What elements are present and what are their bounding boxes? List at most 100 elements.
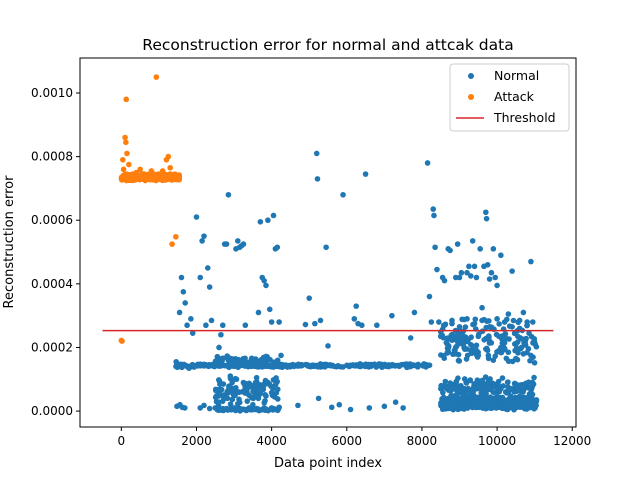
- data-point: [492, 274, 499, 281]
- data-point: [461, 346, 468, 352]
- data-point: [159, 168, 166, 174]
- data-point: [516, 325, 523, 332]
- data-point: [509, 268, 515, 274]
- data-point: [501, 339, 508, 346]
- data-point: [306, 295, 313, 301]
- data-point: [120, 156, 126, 163]
- data-point: [246, 392, 252, 398]
- data-point: [261, 405, 267, 411]
- data-point: [513, 381, 519, 387]
- data-point: [473, 380, 480, 386]
- data-point: [473, 404, 480, 411]
- data-point: [231, 405, 237, 411]
- data-point: [161, 176, 167, 183]
- data-point: [490, 382, 497, 389]
- data-point: [229, 396, 236, 403]
- data-point: [531, 339, 538, 346]
- data-point: [232, 375, 239, 382]
- data-point: [463, 356, 470, 362]
- data-point: [309, 363, 316, 369]
- data-point: [124, 150, 130, 157]
- data-point: [374, 322, 380, 329]
- y-axis-label: Reconstruction error: [2, 175, 17, 309]
- data-point: [486, 324, 493, 330]
- data-point: [411, 309, 418, 316]
- data-point: [469, 343, 475, 349]
- data-point: [325, 343, 331, 349]
- data-point: [440, 389, 446, 396]
- data-point: [284, 363, 291, 369]
- plot-frame: [79, 57, 577, 428]
- data-point: [216, 378, 223, 385]
- data-point: [481, 402, 487, 409]
- data-point: [452, 384, 459, 390]
- data-point: [302, 321, 309, 328]
- data-point: [312, 320, 318, 327]
- data-point: [438, 352, 444, 358]
- data-point: [180, 289, 187, 295]
- data-point: [460, 341, 467, 348]
- data-point: [531, 405, 538, 411]
- data-point: [481, 337, 487, 343]
- data-point: [528, 352, 534, 359]
- data-point: [498, 252, 504, 259]
- data-point: [210, 362, 217, 369]
- data-point: [229, 379, 235, 386]
- data-point: [476, 400, 483, 406]
- data-point: [126, 161, 132, 168]
- data-point: [226, 364, 232, 371]
- data-point: [513, 341, 519, 348]
- data-point: [520, 387, 527, 394]
- y-tick-label: 0.0008: [31, 150, 73, 164]
- data-point: [436, 319, 442, 325]
- data-point: [486, 334, 492, 341]
- data-point: [464, 316, 470, 322]
- data-point: [523, 380, 529, 387]
- data-point: [452, 351, 459, 357]
- data-point: [496, 401, 502, 407]
- data-point: [133, 174, 139, 181]
- data-point: [201, 233, 207, 239]
- data-point: [268, 389, 275, 396]
- data-point: [250, 358, 256, 365]
- data-point: [458, 405, 465, 411]
- data-point: [244, 386, 251, 392]
- data-point: [258, 356, 265, 363]
- data-point: [516, 393, 523, 400]
- data-point: [242, 322, 249, 329]
- data-point: [174, 174, 181, 181]
- data-point: [407, 361, 413, 367]
- data-point: [193, 214, 200, 220]
- data-point: [498, 344, 504, 351]
- data-point: [511, 405, 517, 411]
- data-point: [517, 382, 523, 388]
- data-point: [173, 233, 179, 240]
- data-point: [156, 171, 162, 177]
- data-point: [124, 171, 130, 177]
- data-point: [428, 319, 435, 325]
- data-point: [488, 269, 495, 276]
- data-point: [520, 351, 527, 357]
- data-point: [359, 322, 365, 329]
- data-point: [246, 405, 252, 411]
- data-point: [514, 400, 520, 406]
- data-point: [231, 386, 237, 392]
- data-point: [257, 390, 264, 397]
- data-point: [484, 261, 491, 268]
- data-point: [444, 335, 451, 341]
- data-point: [272, 381, 279, 388]
- data-point: [475, 352, 482, 359]
- data-point: [223, 405, 230, 412]
- data-point: [276, 404, 282, 411]
- data-point: [269, 363, 276, 370]
- legend-label-normal: Normal: [494, 68, 539, 83]
- data-point: [529, 319, 536, 325]
- data-point: [257, 382, 264, 388]
- data-point: [526, 330, 532, 336]
- data-point: [167, 164, 173, 171]
- data-point: [267, 356, 273, 363]
- data-point: [471, 263, 478, 270]
- data-point: [119, 338, 125, 344]
- data-point: [239, 359, 245, 366]
- data-point: [396, 363, 403, 369]
